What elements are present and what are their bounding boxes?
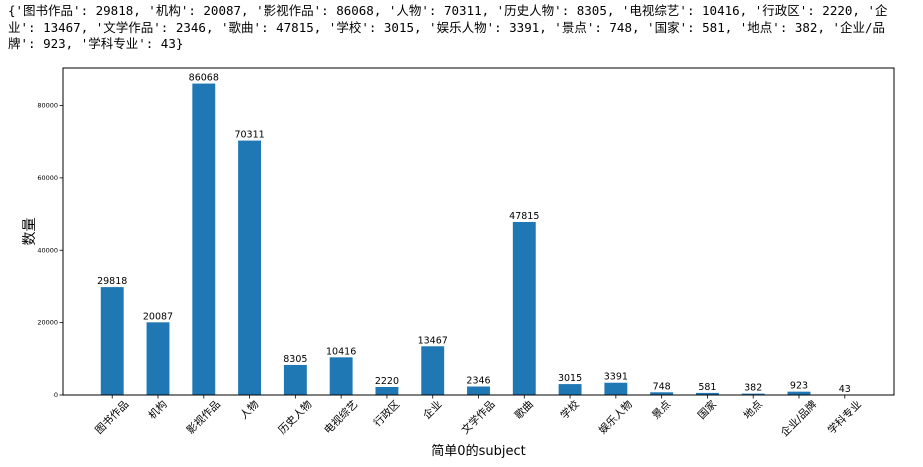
x-tick-label: 企业/品牌 [778,397,820,439]
y-tick-label: 60000 [37,174,58,182]
x-tick-label: 学科专业 [825,398,864,437]
x-tick-label: 人物 [237,398,261,422]
output-line: {'图书作品': 29818, '机构': 20087, '影视作品': 860… [8,3,888,18]
x-tick-label: 电视综艺 [321,398,360,437]
bar-value-label: 923 [790,381,808,392]
bar [146,322,170,395]
bar [375,386,399,395]
bar-value-label: 10416 [326,346,356,357]
bar [512,221,536,395]
y-tick-label: 80000 [37,102,58,110]
bar-value-label: 2346 [466,376,490,387]
bar [558,384,582,395]
bar-value-label: 2220 [375,376,399,387]
x-tick-label: 历史人物 [276,398,315,437]
x-tick-label: 国家 [695,397,719,421]
plot-area-frame [62,67,895,396]
bar-value-label: 13467 [418,335,448,346]
bar [695,392,719,395]
bar [192,83,216,395]
bar-value-label: 47815 [509,211,539,222]
y-axis-label: 数量 [22,218,38,246]
output-line: 牌': 923, '学科专业': 43} [8,36,184,51]
bar [421,346,445,395]
bar-value-label: 8305 [283,354,307,365]
bar [283,364,307,395]
x-tick-label: 学校 [558,397,582,421]
bar [604,382,628,395]
bar [100,287,124,395]
x-tick-label: 企业 [420,398,444,422]
printed-dict-output: {'图书作品': 29818, '机构': 20087, '影视作品': 860… [8,3,918,53]
bar-value-label: 20087 [143,311,173,322]
bar-value-label: 86068 [189,73,219,84]
y-tick-label: 0 [54,391,58,399]
bars-group [100,83,857,395]
x-tick-label: 行政区 [371,398,402,429]
x-tick-label: 影视作品 [184,398,223,437]
bar-value-label: 3015 [558,373,582,384]
output-line: 业': 13467, '文学作品': 2346, '歌曲': 47815, '学… [8,19,886,35]
bar [238,140,262,395]
bar-value-label: 43 [839,384,851,395]
bar [741,393,765,395]
x-tick-label: 歌曲 [512,398,536,422]
bar [329,357,353,395]
y-tick-label: 40000 [37,246,58,254]
bar [467,386,490,395]
bar-value-label: 70311 [234,130,264,141]
bar-value-labels-group: 29818 20087 86068 70311 8305 10416 2220 13467 23… [97,73,851,395]
bar-value-label: 29818 [97,276,127,287]
x-tick-label: 娱乐人物 [596,398,635,437]
bar-value-label: 382 [744,383,762,394]
bar [787,391,811,395]
bar-value-label: 3391 [604,372,628,383]
x-tick-label: 机构 [146,398,170,422]
x-tick-label: 文学作品 [459,398,498,437]
y-tick-label: 20000 [37,319,58,327]
x-tick-label: 图书作品 [93,398,131,436]
bar-value-label: 748 [653,381,671,392]
bar-value-label: 581 [698,382,716,393]
bar [650,392,674,395]
x-tick-label: 地点 [741,398,765,422]
x-axis-label: 简单0的subject [431,443,525,459]
x-tick-label: 景点 [650,398,673,421]
